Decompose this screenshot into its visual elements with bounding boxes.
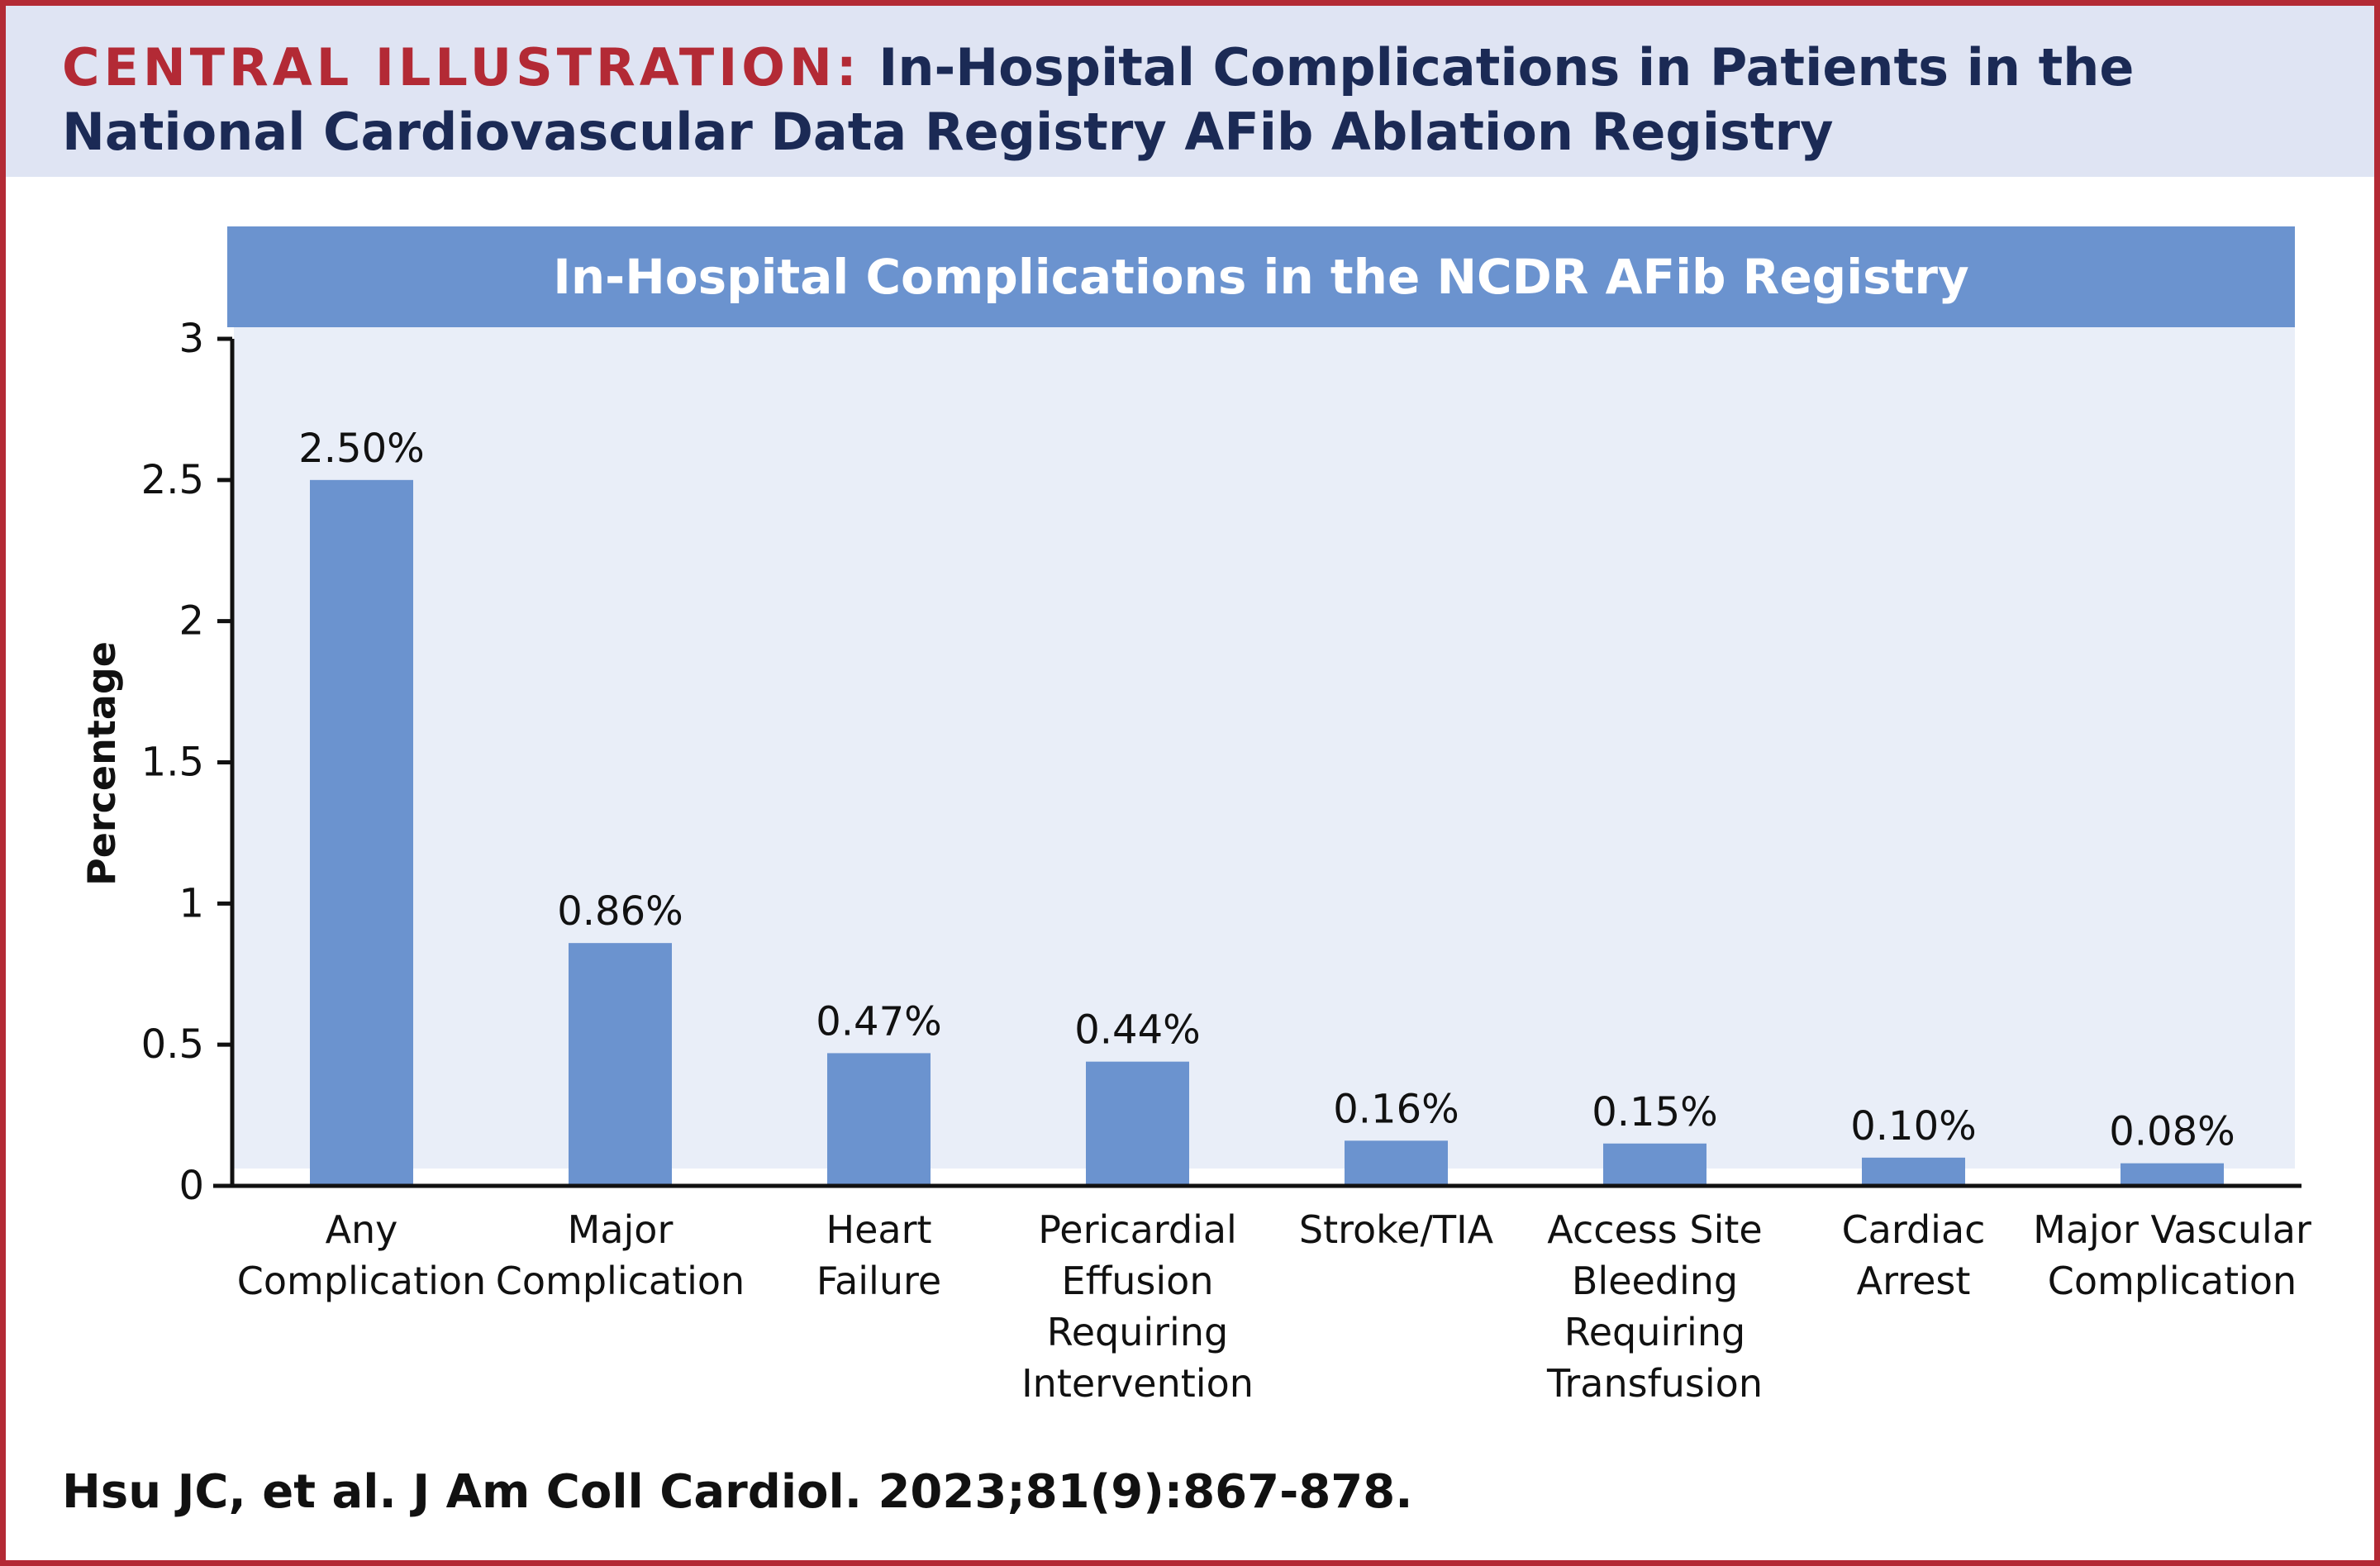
value-label-3: 0.44% [1074, 1007, 1200, 1054]
x-tick-label-7-line-0: Major Vascular [2033, 1207, 2311, 1252]
chart-title: In-Hospital Complications in the NCDR AF… [553, 249, 1968, 305]
bar-2 [827, 1053, 931, 1186]
value-label-6: 0.10% [1850, 1103, 1976, 1150]
header-banner: CENTRAL ILLUSTRATION: In-Hospital Compli… [6, 6, 2374, 177]
chart-title-band: In-Hospital Complications in the NCDR AF… [227, 226, 2295, 327]
y-ticks-group: 0 0.5 1 1.5 2 2.5 3 [141, 316, 232, 1209]
bar-0 [310, 479, 413, 1186]
x-tick-label-2: Heart Failure [816, 1207, 941, 1303]
y-axis-label: Percentage [79, 641, 124, 886]
x-tick-label-3-line-1: Effusion [1062, 1259, 1214, 1303]
x-tick-label-1-line-0: Major [568, 1207, 674, 1252]
value-label-1: 0.86% [557, 888, 683, 935]
x-tick-label-5: Access Site Bleeding Requiring Transfusion [1546, 1207, 1763, 1406]
x-tick-label-6: Cardiac Arrest [1842, 1207, 1986, 1303]
plot-area [234, 327, 2295, 1169]
x-tick-label-0-line-0: Any [326, 1207, 398, 1252]
x-tick-label-7-line-1: Complication [2048, 1259, 2297, 1303]
x-tick-label-5-line-0: Access Site [1547, 1207, 1762, 1252]
y-tick-label-4: 2 [178, 598, 204, 645]
header-title-part-1: In-Hospital Complications in Patients in… [878, 37, 2135, 98]
value-label-5: 0.15% [1592, 1089, 1717, 1135]
x-labels-group: Any Complication Major Complication Heart Fai… [237, 1207, 2311, 1406]
x-tick-label-4: Stroke/TIA [1299, 1207, 1494, 1252]
value-label-0: 2.50% [298, 426, 424, 472]
y-tick-label-2: 1 [178, 880, 204, 926]
x-tick-label-2-line-0: Heart [826, 1207, 931, 1252]
x-tick-label-3-line-2: Requiring [1047, 1310, 1228, 1354]
bar-6 [1862, 1157, 1965, 1186]
bar-7 [2121, 1163, 2224, 1186]
bars-group [310, 479, 2224, 1186]
bar-1 [569, 943, 672, 1186]
x-tick-label-4-line-0: Stroke/TIA [1299, 1207, 1494, 1252]
header-title-line-2: National Cardiovascular Data Registry AF… [62, 102, 1834, 162]
chart-title-background [227, 226, 2295, 327]
x-tick-label-6-line-1: Arrest [1857, 1259, 1971, 1303]
citation: Hsu JC, et al. J Am Coll Cardiol. 2023;8… [62, 1465, 1413, 1519]
x-tick-label-3: Pericardial Effusion Requiring Intervention [1021, 1207, 1254, 1406]
x-tick-label-1: Major Complication [496, 1207, 745, 1303]
value-labels-group: 2.50% 0.86% 0.47% 0.44% 0.16% 0.15% 0.10% 0.08% [298, 426, 2235, 1155]
x-tick-label-6-line-0: Cardiac [1842, 1207, 1986, 1252]
x-tick-label-1-line-1: Complication [496, 1259, 745, 1303]
value-label-4: 0.16% [1333, 1086, 1459, 1132]
bar-5 [1603, 1143, 1706, 1186]
x-tick-label-0: Any Complication [237, 1207, 486, 1303]
central-illustration-label: CENTRAL ILLUSTRATION: [62, 37, 861, 98]
x-tick-label-3-line-0: Pericardial [1038, 1207, 1237, 1252]
bar-3 [1086, 1061, 1189, 1186]
value-label-7: 0.08% [2109, 1109, 2235, 1155]
bar-4 [1345, 1140, 1448, 1186]
x-tick-label-5-line-2: Requiring [1564, 1310, 1745, 1354]
bar-chart: In-Hospital Complications in the NCDR AF… [79, 226, 2311, 1406]
value-label-2: 0.47% [816, 998, 941, 1045]
y-tick-label-6: 3 [178, 316, 204, 362]
x-tick-label-7: Major Vascular Complication [2033, 1207, 2311, 1303]
y-tick-label-3: 1.5 [141, 740, 204, 786]
y-tick-label-0: 0 [178, 1163, 204, 1209]
x-tick-label-2-line-1: Failure [816, 1259, 941, 1303]
x-tick-label-5-line-1: Bleeding [1572, 1259, 1738, 1303]
header-title-line-1: CENTRAL ILLUSTRATION: In-Hospital Compli… [62, 42, 2134, 93]
x-tick-label-0-line-1: Complication [237, 1259, 486, 1303]
x-tick-label-3-line-3: Intervention [1021, 1361, 1254, 1406]
x-tick-label-5-line-3: Transfusion [1546, 1361, 1763, 1406]
y-tick-label-5: 2.5 [141, 457, 204, 503]
y-tick-label-1: 0.5 [141, 1021, 204, 1068]
